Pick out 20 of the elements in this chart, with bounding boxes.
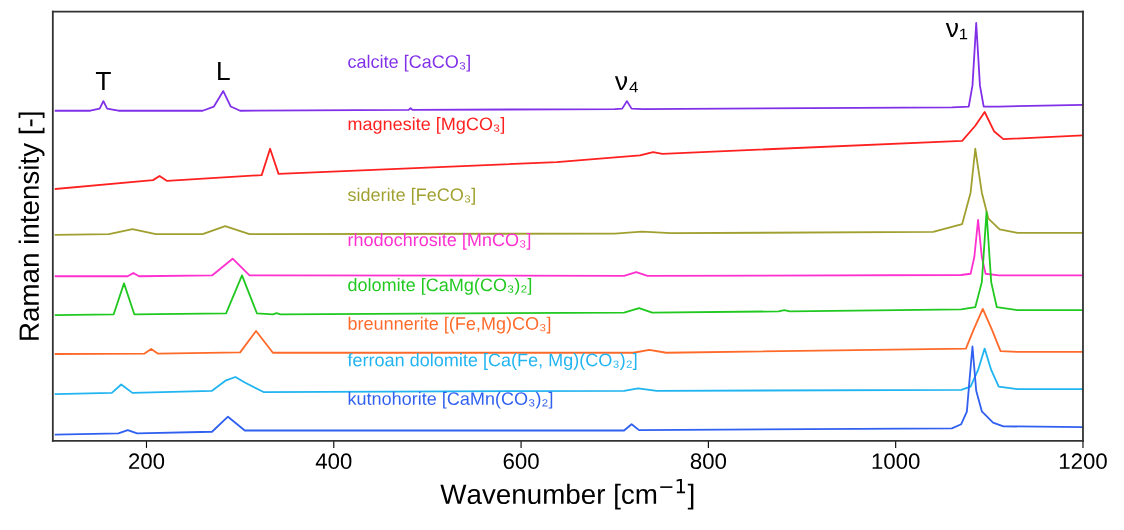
x-tick-label: 800 bbox=[690, 453, 727, 470]
series-label: rhodochrosite [MnCO₃] bbox=[348, 232, 531, 250]
x-tick-label: 200 bbox=[129, 453, 165, 470]
series-label: magnesite [MgCO₃] bbox=[348, 117, 505, 134]
series-label: breunnerite [(Fe,Mg)CO₃] bbox=[348, 316, 551, 334]
x-axis-title: Wavenumber [cm$^{−1}$] bbox=[440, 479, 694, 510]
annotation: L bbox=[218, 61, 230, 81]
text: calcite [CaCO₃] bbox=[348, 54, 470, 72]
series-label: dolomite [CaMg(CO₃)₂] bbox=[348, 278, 532, 295]
x-tick-label: 400 bbox=[315, 453, 352, 470]
y-axis-title: Raman intensity [-] bbox=[18, 112, 45, 340]
series-label: ferroan dolomite [Ca(Fe, Mg)(CO₃)₂] bbox=[347, 353, 637, 370]
annotation: ν₄ bbox=[614, 76, 638, 93]
series-label: kutnohorite [CaMn(CO₃)₂] bbox=[348, 391, 553, 409]
annotation: ν₁ bbox=[945, 22, 968, 40]
x-tick-label: 1200 bbox=[1059, 453, 1107, 470]
series-label: siderite [FeCO₃] bbox=[347, 187, 475, 205]
x-tick-label: 1000 bbox=[872, 453, 920, 470]
x-tick-label: 600 bbox=[503, 453, 539, 470]
annotation: T bbox=[95, 71, 111, 91]
